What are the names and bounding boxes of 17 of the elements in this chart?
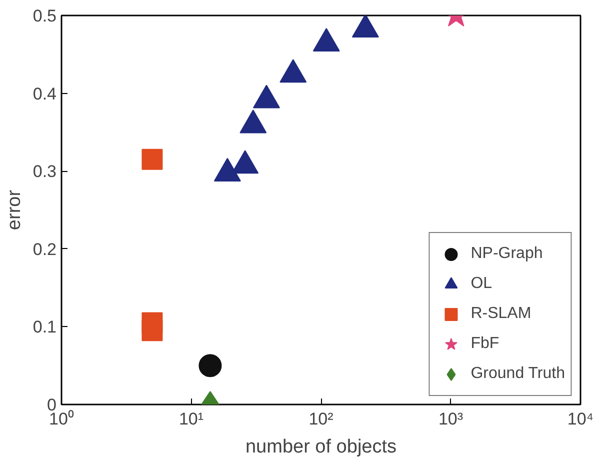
x-tick-label: 10³ xyxy=(438,410,464,428)
legend-label: R-SLAM xyxy=(470,305,532,323)
y-tick-label: 0.1 xyxy=(32,318,57,337)
legend-label: NP-Graph xyxy=(470,245,543,263)
x-tick-label: 10¹ xyxy=(178,410,204,428)
y-tick-label: 0.4 xyxy=(32,84,57,104)
y-axis-title: error xyxy=(4,189,25,230)
x-tick-label: 10⁰ xyxy=(49,410,74,428)
y-tick-label: 0.2 xyxy=(32,240,57,259)
legend-label: OL xyxy=(470,275,492,293)
y-tick-label: 0.3 xyxy=(32,162,57,182)
legend-label: FbF xyxy=(470,335,500,353)
x-axis-title: number of objects xyxy=(245,436,397,458)
y-tick-label: 0.5 xyxy=(32,6,57,26)
x-tick-label: 10⁴ xyxy=(567,410,594,428)
legend-label: Ground Truth xyxy=(470,365,565,383)
x-tick-label: 10² xyxy=(308,410,334,428)
